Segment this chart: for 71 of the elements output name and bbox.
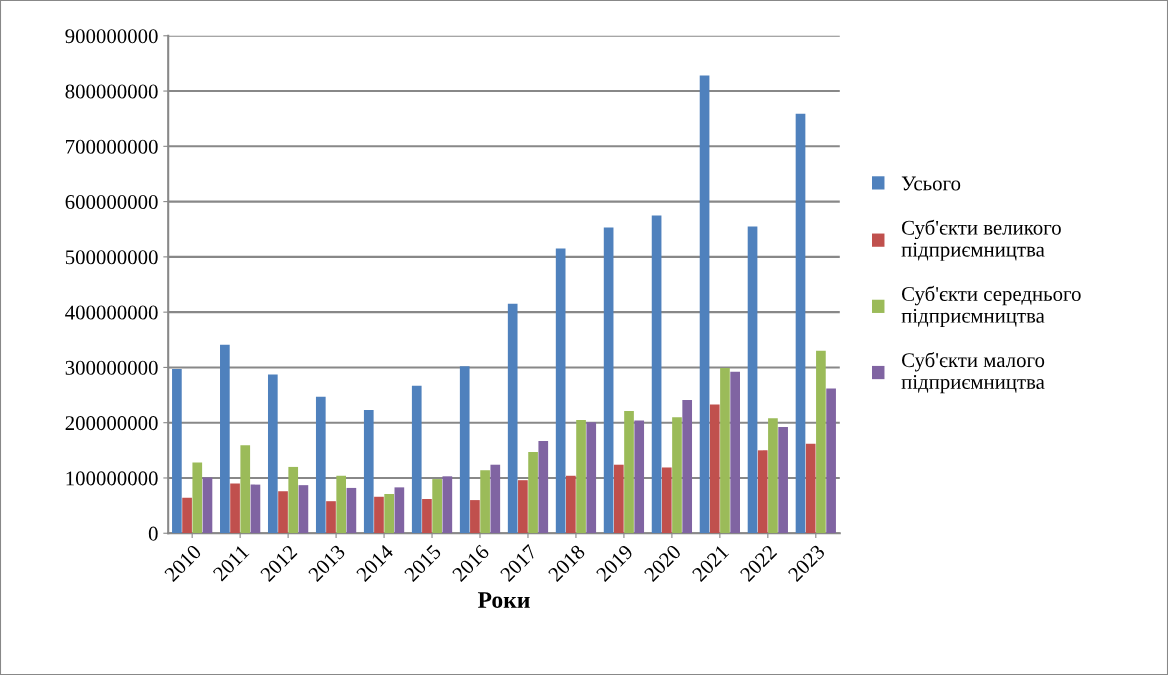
bar xyxy=(220,344,230,534)
legend-label: Суб'єкти малого підприємництва xyxy=(901,352,1045,394)
bar xyxy=(346,487,357,534)
bar xyxy=(384,494,394,534)
legend-label: Суб'єкти середнього підприємництва xyxy=(901,285,1081,328)
bar xyxy=(422,498,432,534)
bar xyxy=(202,477,213,534)
bar xyxy=(816,350,826,534)
bar xyxy=(586,422,597,534)
bar xyxy=(651,215,662,534)
bar xyxy=(826,388,836,534)
bar xyxy=(538,440,549,534)
legend-label: Усього xyxy=(901,176,961,191)
bar xyxy=(555,248,566,534)
bar xyxy=(613,464,624,534)
x-axis-title: Роки xyxy=(477,592,530,608)
bar xyxy=(182,497,192,534)
y-tick-label: 100000000 xyxy=(66,471,158,486)
bar xyxy=(250,484,261,534)
bar xyxy=(432,479,442,534)
bar xyxy=(720,367,730,534)
y-tick-label: 0 xyxy=(148,526,158,541)
bar xyxy=(288,466,299,534)
y-tick-label: 600000000 xyxy=(65,194,158,210)
bar xyxy=(172,369,182,534)
bar xyxy=(374,496,384,534)
bar xyxy=(566,475,576,534)
bar xyxy=(603,227,614,534)
bar xyxy=(507,303,518,534)
bar xyxy=(528,452,538,534)
bar xyxy=(709,404,720,534)
bar xyxy=(278,491,288,534)
y-tick-label: 700000000 xyxy=(66,139,158,154)
bar xyxy=(480,470,490,534)
y-tick-label: 200000000 xyxy=(65,416,158,431)
y-tick-label: 800000000 xyxy=(65,84,158,99)
bar xyxy=(576,419,586,534)
bar xyxy=(634,420,645,534)
bar xyxy=(240,445,251,534)
bar xyxy=(795,113,806,534)
bar xyxy=(315,396,326,534)
bar xyxy=(490,464,501,534)
bar xyxy=(470,500,480,534)
bar xyxy=(747,226,758,534)
y-tick-label: 300000000 xyxy=(65,360,158,375)
bar xyxy=(778,427,788,534)
y-tick-label: 500000000 xyxy=(65,250,158,265)
legend-label: Суб'єкти великого підприємництва xyxy=(901,219,1061,261)
bar xyxy=(298,485,309,534)
y-tick-label: 900000000 xyxy=(65,29,158,44)
bar xyxy=(624,411,634,534)
bar xyxy=(230,483,240,534)
bar xyxy=(192,462,203,534)
bar xyxy=(757,450,768,534)
bar xyxy=(730,371,740,534)
bar xyxy=(518,480,528,534)
y-tick-label: 400000000 xyxy=(65,305,158,320)
bar xyxy=(442,476,453,534)
bar xyxy=(394,487,405,534)
bar xyxy=(672,417,682,534)
bar xyxy=(699,75,710,534)
bar xyxy=(267,374,278,534)
bar xyxy=(661,467,672,534)
bar xyxy=(459,366,470,534)
bar xyxy=(411,385,422,534)
bar xyxy=(682,400,693,534)
bar xyxy=(363,409,374,534)
bar xyxy=(336,475,347,534)
bar xyxy=(326,501,336,534)
bar xyxy=(805,443,816,534)
bar xyxy=(768,418,778,534)
